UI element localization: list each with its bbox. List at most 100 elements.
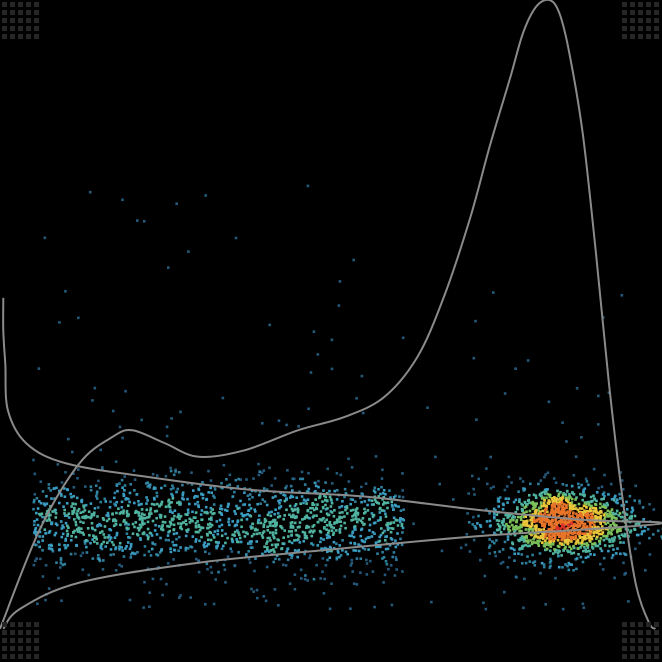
scatter-point	[581, 498, 584, 502]
scatter-point	[600, 532, 604, 536]
scatter-point	[118, 548, 121, 551]
corner-dot	[10, 18, 15, 23]
scatter-point	[115, 531, 119, 535]
scatter-point	[309, 371, 313, 374]
scatter-point	[549, 545, 553, 548]
scatter-point	[123, 484, 127, 487]
scatter-point	[579, 555, 583, 559]
scatter-point	[114, 546, 118, 549]
scatter-point	[583, 494, 586, 498]
corner-dot	[654, 2, 659, 7]
scatter-point	[148, 512, 151, 516]
scatter-point	[338, 280, 342, 283]
scatter-point	[159, 516, 163, 519]
scatter-point	[340, 505, 344, 508]
scatter-point	[175, 532, 179, 535]
scatter-point	[80, 500, 83, 504]
scatter-point	[228, 523, 231, 527]
scatter-point	[169, 487, 173, 491]
scatter-point	[556, 521, 560, 524]
scatter-point	[269, 539, 272, 542]
scatter-point	[384, 501, 388, 505]
scatter-point	[302, 540, 305, 543]
scatter-point	[85, 545, 88, 549]
scatter-point	[96, 524, 100, 527]
scatter-point	[166, 534, 170, 537]
scatter-point	[398, 519, 402, 522]
scatter-point	[591, 543, 594, 546]
scatter-point	[558, 519, 561, 523]
scatter-point	[513, 529, 517, 532]
scatter-point	[582, 490, 585, 493]
scatter-point	[389, 496, 392, 499]
scatter-point	[301, 477, 305, 481]
scatter-point	[299, 477, 302, 481]
scatter-point	[46, 510, 49, 513]
scatter-point	[86, 527, 90, 530]
scatter-point	[493, 515, 496, 518]
scatter-point	[568, 507, 572, 511]
scatter-point	[590, 513, 594, 517]
scatter-point	[150, 502, 154, 506]
scatter-point	[396, 524, 400, 527]
scatter-point	[503, 392, 507, 395]
scatter-point	[372, 489, 376, 492]
scatter-point	[308, 530, 311, 534]
scatter-point	[67, 516, 71, 519]
scatter-point	[47, 486, 51, 490]
scatter-point	[99, 546, 103, 549]
scatter-point	[195, 557, 198, 561]
scatter-point	[142, 606, 145, 609]
corner-dot	[630, 622, 635, 627]
scatter-point	[133, 501, 136, 505]
scatter-point	[648, 503, 651, 506]
scatter-point	[381, 557, 384, 560]
scatter-point	[282, 536, 285, 539]
scatter-point	[562, 533, 566, 537]
scatter-point	[74, 552, 77, 556]
scatter-point	[291, 509, 295, 512]
scatter-point	[548, 495, 552, 499]
scatter-point	[336, 549, 340, 553]
scatter-point	[594, 526, 597, 529]
scatter-point	[263, 520, 267, 523]
scatter-point	[335, 557, 339, 561]
scatter-point	[184, 534, 188, 538]
corner-marker-top-right	[620, 0, 662, 42]
scatter-point	[582, 504, 586, 507]
scatter-point	[365, 573, 369, 576]
corner-dot	[638, 26, 643, 31]
scatter-point	[338, 527, 342, 531]
scatter-point	[143, 517, 147, 520]
scatter-point	[103, 497, 106, 501]
scatter-point	[303, 552, 306, 556]
scatter-point	[112, 543, 115, 547]
scatter-point	[554, 500, 558, 503]
scatter-point	[565, 503, 568, 507]
scatter-point	[324, 546, 327, 550]
scatter-point	[546, 488, 549, 491]
scatter-point	[430, 600, 433, 604]
scatter-point	[472, 515, 475, 519]
scatter-point	[212, 494, 215, 498]
scatter-point	[306, 508, 310, 512]
scatter-point	[139, 516, 142, 520]
scatter-point	[150, 547, 154, 551]
scatter-point	[120, 500, 124, 504]
scatter-point	[39, 480, 43, 483]
scatter-point	[400, 543, 404, 547]
scatter-point	[193, 549, 197, 553]
scatter-point	[136, 219, 139, 222]
scatter-point	[488, 538, 491, 541]
scatter-point	[72, 531, 75, 534]
scatter-point	[71, 512, 74, 516]
scatter-point	[325, 536, 329, 540]
corner-dot	[646, 630, 651, 635]
scatter-point	[197, 530, 200, 534]
scatter-point	[299, 568, 303, 572]
scatter-point	[368, 529, 371, 532]
scatter-point	[60, 527, 64, 530]
scatter-point	[561, 523, 564, 526]
scatter-point	[324, 508, 328, 511]
scatter-point	[591, 521, 594, 524]
